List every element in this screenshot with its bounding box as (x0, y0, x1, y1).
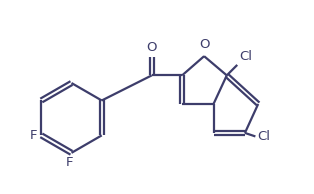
Text: O: O (147, 41, 157, 54)
Text: Cl: Cl (239, 50, 252, 63)
Text: F: F (66, 156, 73, 169)
Text: Cl: Cl (257, 130, 270, 143)
Text: F: F (30, 129, 37, 142)
Text: O: O (200, 38, 210, 51)
